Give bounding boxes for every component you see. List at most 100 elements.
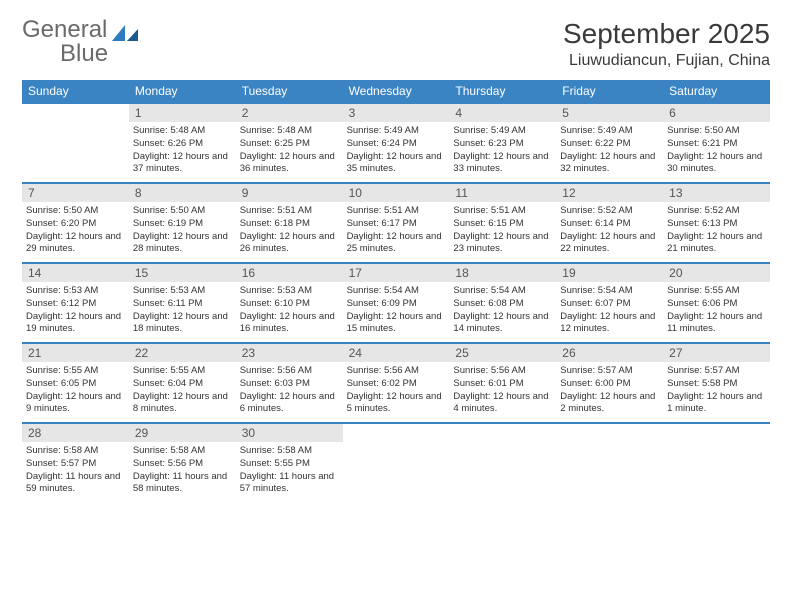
sunset-text: Sunset: 6:02 PM: [347, 378, 446, 391]
day-cell: 13Sunrise: 5:52 AMSunset: 6:13 PMDayligh…: [663, 184, 770, 262]
day-cell: 9Sunrise: 5:51 AMSunset: 6:18 PMDaylight…: [236, 184, 343, 262]
day-body: Sunrise: 5:53 AMSunset: 6:10 PMDaylight:…: [236, 282, 343, 340]
day-number: [343, 424, 450, 428]
sunrise-text: Sunrise: 5:51 AM: [240, 205, 339, 218]
day-cell: 24Sunrise: 5:56 AMSunset: 6:02 PMDayligh…: [343, 344, 450, 422]
day-number: 11: [449, 184, 556, 202]
day-cell: 7Sunrise: 5:50 AMSunset: 6:20 PMDaylight…: [22, 184, 129, 262]
day-body: Sunrise: 5:50 AMSunset: 6:21 PMDaylight:…: [663, 122, 770, 180]
sunrise-text: Sunrise: 5:48 AM: [240, 125, 339, 138]
sunrise-text: Sunrise: 5:50 AM: [133, 205, 232, 218]
day-number: 30: [236, 424, 343, 442]
day-cell: 8Sunrise: 5:50 AMSunset: 6:19 PMDaylight…: [129, 184, 236, 262]
day-number: 6: [663, 104, 770, 122]
day-body: Sunrise: 5:58 AMSunset: 5:56 PMDaylight:…: [129, 442, 236, 500]
sunset-text: Sunset: 6:17 PM: [347, 218, 446, 231]
logo: General Blue: [22, 18, 138, 66]
sunrise-text: Sunrise: 5:56 AM: [453, 365, 552, 378]
daylight-text: Daylight: 12 hours and 4 minutes.: [453, 391, 552, 417]
daylight-text: Daylight: 12 hours and 2 minutes.: [560, 391, 659, 417]
sunset-text: Sunset: 6:20 PM: [26, 218, 125, 231]
day-cell: 10Sunrise: 5:51 AMSunset: 6:17 PMDayligh…: [343, 184, 450, 262]
day-cell: [449, 424, 556, 502]
sunrise-text: Sunrise: 5:57 AM: [667, 365, 766, 378]
day-body: Sunrise: 5:58 AMSunset: 5:57 PMDaylight:…: [22, 442, 129, 500]
daylight-text: Daylight: 12 hours and 35 minutes.: [347, 151, 446, 177]
day-body: Sunrise: 5:55 AMSunset: 6:04 PMDaylight:…: [129, 362, 236, 420]
sunset-text: Sunset: 6:22 PM: [560, 138, 659, 151]
day-body: Sunrise: 5:57 AMSunset: 6:00 PMDaylight:…: [556, 362, 663, 420]
day-cell: 4Sunrise: 5:49 AMSunset: 6:23 PMDaylight…: [449, 104, 556, 182]
sunset-text: Sunset: 6:05 PM: [26, 378, 125, 391]
daylight-text: Daylight: 12 hours and 15 minutes.: [347, 311, 446, 337]
sunset-text: Sunset: 6:24 PM: [347, 138, 446, 151]
daylight-text: Daylight: 12 hours and 25 minutes.: [347, 231, 446, 257]
sunset-text: Sunset: 6:19 PM: [133, 218, 232, 231]
daylight-text: Daylight: 11 hours and 58 minutes.: [133, 471, 232, 497]
day-number: 15: [129, 264, 236, 282]
daylight-text: Daylight: 12 hours and 6 minutes.: [240, 391, 339, 417]
weekday-header: Monday: [129, 80, 236, 102]
day-cell: 22Sunrise: 5:55 AMSunset: 6:04 PMDayligh…: [129, 344, 236, 422]
day-number: [449, 424, 556, 428]
day-number: 3: [343, 104, 450, 122]
daylight-text: Daylight: 12 hours and 9 minutes.: [26, 391, 125, 417]
day-number: 12: [556, 184, 663, 202]
sunset-text: Sunset: 6:04 PM: [133, 378, 232, 391]
daylight-text: Daylight: 12 hours and 21 minutes.: [667, 231, 766, 257]
day-cell: 26Sunrise: 5:57 AMSunset: 6:00 PMDayligh…: [556, 344, 663, 422]
week-row: 21Sunrise: 5:55 AMSunset: 6:05 PMDayligh…: [22, 342, 770, 422]
sunrise-text: Sunrise: 5:58 AM: [26, 445, 125, 458]
sunrise-text: Sunrise: 5:53 AM: [133, 285, 232, 298]
week-row: 28Sunrise: 5:58 AMSunset: 5:57 PMDayligh…: [22, 422, 770, 502]
sunset-text: Sunset: 6:08 PM: [453, 298, 552, 311]
sunrise-text: Sunrise: 5:51 AM: [453, 205, 552, 218]
sunrise-text: Sunrise: 5:50 AM: [26, 205, 125, 218]
day-body: Sunrise: 5:56 AMSunset: 6:01 PMDaylight:…: [449, 362, 556, 420]
sunset-text: Sunset: 6:15 PM: [453, 218, 552, 231]
sunrise-text: Sunrise: 5:56 AM: [347, 365, 446, 378]
day-number: 7: [22, 184, 129, 202]
day-cell: 16Sunrise: 5:53 AMSunset: 6:10 PMDayligh…: [236, 264, 343, 342]
day-cell: [556, 424, 663, 502]
weekday-header: Wednesday: [343, 80, 450, 102]
day-number: 2: [236, 104, 343, 122]
daylight-text: Daylight: 12 hours and 23 minutes.: [453, 231, 552, 257]
day-cell: 27Sunrise: 5:57 AMSunset: 5:58 PMDayligh…: [663, 344, 770, 422]
day-number: 27: [663, 344, 770, 362]
day-body: Sunrise: 5:49 AMSunset: 6:22 PMDaylight:…: [556, 122, 663, 180]
day-number: 17: [343, 264, 450, 282]
sunset-text: Sunset: 6:00 PM: [560, 378, 659, 391]
day-number: 16: [236, 264, 343, 282]
sunrise-text: Sunrise: 5:53 AM: [26, 285, 125, 298]
sunrise-text: Sunrise: 5:57 AM: [560, 365, 659, 378]
day-cell: 3Sunrise: 5:49 AMSunset: 6:24 PMDaylight…: [343, 104, 450, 182]
sunrise-text: Sunrise: 5:54 AM: [560, 285, 659, 298]
day-number: 26: [556, 344, 663, 362]
sunrise-text: Sunrise: 5:49 AM: [453, 125, 552, 138]
header: General Blue September 2025 Liuwudiancun…: [22, 18, 770, 70]
sunrise-text: Sunrise: 5:49 AM: [560, 125, 659, 138]
day-cell: 14Sunrise: 5:53 AMSunset: 6:12 PMDayligh…: [22, 264, 129, 342]
daylight-text: Daylight: 12 hours and 30 minutes.: [667, 151, 766, 177]
daylight-text: Daylight: 12 hours and 18 minutes.: [133, 311, 232, 337]
sunrise-text: Sunrise: 5:54 AM: [453, 285, 552, 298]
day-body: Sunrise: 5:51 AMSunset: 6:17 PMDaylight:…: [343, 202, 450, 260]
sunrise-text: Sunrise: 5:55 AM: [26, 365, 125, 378]
sunrise-text: Sunrise: 5:55 AM: [667, 285, 766, 298]
sunset-text: Sunset: 6:11 PM: [133, 298, 232, 311]
day-number: 20: [663, 264, 770, 282]
day-cell: 6Sunrise: 5:50 AMSunset: 6:21 PMDaylight…: [663, 104, 770, 182]
sunset-text: Sunset: 6:10 PM: [240, 298, 339, 311]
day-body: Sunrise: 5:48 AMSunset: 6:25 PMDaylight:…: [236, 122, 343, 180]
location: Liuwudiancun, Fujian, China: [563, 52, 770, 70]
title-block: September 2025 Liuwudiancun, Fujian, Chi…: [563, 18, 770, 70]
day-number: 14: [22, 264, 129, 282]
weekday-header: Sunday: [22, 80, 129, 102]
sunset-text: Sunset: 6:26 PM: [133, 138, 232, 151]
daylight-text: Daylight: 12 hours and 22 minutes.: [560, 231, 659, 257]
daylight-text: Daylight: 12 hours and 1 minute.: [667, 391, 766, 417]
day-cell: [663, 424, 770, 502]
sunrise-text: Sunrise: 5:56 AM: [240, 365, 339, 378]
day-number: 22: [129, 344, 236, 362]
